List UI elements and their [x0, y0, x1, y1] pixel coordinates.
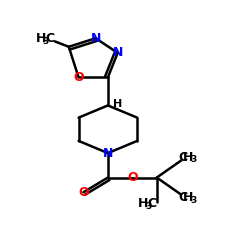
Text: 3: 3: [42, 38, 49, 46]
Text: O: O: [73, 71, 84, 84]
Text: 3: 3: [190, 196, 196, 204]
Text: N: N: [112, 46, 123, 60]
Text: O: O: [78, 186, 89, 199]
Text: N: N: [103, 146, 113, 160]
Text: N: N: [90, 32, 101, 45]
Text: H: H: [183, 151, 194, 164]
Text: C: C: [148, 197, 157, 210]
Text: C: C: [178, 151, 188, 164]
Text: H: H: [36, 32, 46, 45]
Text: C: C: [46, 32, 54, 45]
Text: 3: 3: [145, 202, 151, 211]
Text: 3: 3: [190, 156, 196, 164]
Text: H: H: [138, 197, 148, 210]
Text: C: C: [178, 191, 188, 204]
Text: H: H: [112, 99, 122, 109]
Text: H: H: [183, 191, 194, 204]
Text: O: O: [127, 171, 138, 184]
